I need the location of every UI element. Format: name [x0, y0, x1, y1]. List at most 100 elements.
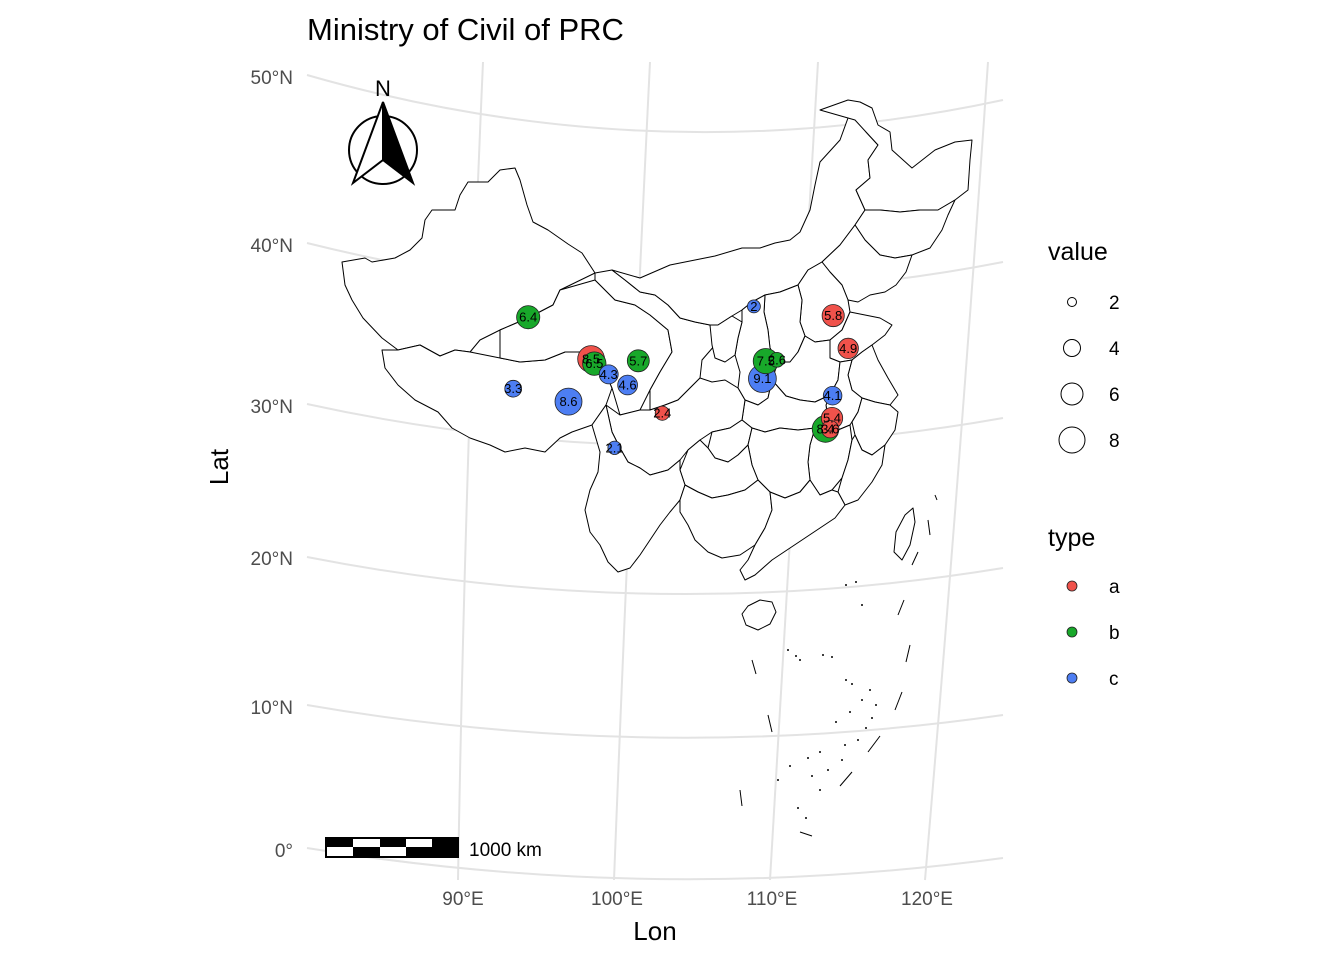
- island-dot: [865, 727, 867, 729]
- y-tick-labels: 50°N 40°N 30°N 20°N 10°N 0°: [251, 68, 293, 862]
- island-dot: [789, 765, 791, 767]
- scale-bar-label: 1000 km: [469, 840, 542, 861]
- data-point-c: [607, 440, 622, 455]
- island-dot: [861, 699, 863, 701]
- data-point-b: [516, 305, 541, 330]
- data-point-label: 2.1: [606, 440, 624, 455]
- x-tick-label: 110°E: [747, 889, 798, 910]
- island-dot: [787, 649, 789, 651]
- y-tick-label: 30°N: [251, 397, 293, 418]
- data-point-b: [626, 349, 650, 373]
- data-point-label: 9.1: [753, 371, 771, 386]
- y-tick-label: 20°N: [251, 549, 293, 570]
- data-point-label: 8.5: [582, 352, 600, 367]
- data-point-label: 6.4: [519, 310, 537, 325]
- data-point-label: 8.6: [559, 394, 577, 409]
- data-point-a: [837, 337, 859, 359]
- province-taiwan: [893, 507, 916, 561]
- island-dot: [807, 757, 809, 759]
- island-dot: [871, 717, 873, 719]
- island-dot: [844, 744, 846, 746]
- data-point-label: 4.3: [600, 367, 618, 382]
- legend-value-title: value: [1048, 238, 1108, 266]
- y-tick-label: 40°N: [251, 236, 293, 257]
- scale-bar: 1000 km: [325, 837, 542, 861]
- x-tick-labels: 90°E 100°E 110°E 120°E: [442, 889, 953, 910]
- data-point-label: 2.4: [653, 406, 671, 421]
- island-dot: [777, 779, 779, 781]
- legend-type-label: b: [1109, 623, 1120, 644]
- data-point-c: [617, 374, 638, 396]
- legend-type-label: a: [1109, 577, 1120, 598]
- china-provinces: [341, 99, 973, 631]
- island-dot: [851, 683, 853, 685]
- data-point-label: 2.6: [768, 352, 786, 367]
- island-dot: [849, 711, 851, 713]
- data-point-c: [822, 386, 843, 406]
- data-point-label: 6.5: [585, 356, 603, 371]
- island-dot: [841, 759, 843, 761]
- y-tick-label: 0°: [275, 841, 293, 862]
- legend-value-label: 2: [1109, 293, 1120, 314]
- legend-size-key: [1058, 426, 1086, 454]
- data-point-c: [747, 299, 761, 314]
- x-tick-label: 100°E: [591, 889, 643, 910]
- province-ningxia: [709, 315, 743, 363]
- island-dot: [797, 807, 799, 809]
- data-point-a: [821, 420, 840, 439]
- island-dot: [795, 655, 797, 657]
- data-point-a: [821, 304, 845, 328]
- data-point-c: [504, 379, 523, 398]
- legend-value-label: 4: [1109, 339, 1120, 360]
- data-point-label: 4.9: [839, 341, 857, 356]
- island-dot: [827, 769, 829, 771]
- island-dot: [855, 581, 857, 583]
- legend-size-key: [1060, 382, 1084, 406]
- province-guangdong: [739, 479, 846, 581]
- data-point-label: 3.3: [504, 381, 522, 396]
- y-tick-label: 10°N: [251, 698, 293, 719]
- legend-type-key-b: [1066, 626, 1078, 638]
- chart-title: Ministry of Civil of PRC: [307, 12, 624, 47]
- y-axis-title: Lat: [204, 448, 234, 485]
- data-point-c: [598, 364, 619, 385]
- data-point-label: 2: [750, 299, 757, 314]
- legend-size-key: [1063, 339, 1081, 357]
- island-dot: [831, 656, 833, 658]
- data-point-c: [554, 387, 583, 416]
- legend-value-label: 6: [1109, 385, 1120, 406]
- x-tick-label: 90°E: [442, 889, 483, 910]
- data-point-b: [769, 351, 785, 368]
- data-point-label: 5.8: [824, 308, 842, 323]
- x-tick-label: 120°E: [901, 889, 953, 910]
- island-dot: [861, 604, 863, 606]
- island-dot: [845, 679, 847, 681]
- legend-size-key: [1067, 297, 1077, 307]
- data-point-label: 3.6: [821, 422, 839, 437]
- legend-type-label: c: [1109, 669, 1119, 690]
- island-dot: [857, 739, 859, 741]
- province-heilongjiang: [819, 99, 973, 213]
- north-arrow-label: N: [375, 76, 391, 101]
- data-point-label: 5.4: [823, 411, 841, 426]
- data-point-label: 7.5: [757, 354, 775, 369]
- data-point-label: 5.7: [629, 353, 647, 368]
- legend-type: type a b c: [1048, 524, 1120, 690]
- island-dot: [799, 659, 801, 661]
- data-points: 9.1 8.6 8.5 8.4 7.5 6.5 6.4 5.8 5.7 5.4 4.9 4.64.3 4…: [504, 299, 859, 455]
- island-dot: [845, 584, 847, 586]
- legend-type-title: type: [1048, 524, 1095, 552]
- data-point-label: 8.4: [816, 422, 834, 437]
- island-dot: [819, 789, 821, 791]
- south-china-sea-islands: [739, 494, 938, 837]
- data-point-label: 4.6: [619, 378, 637, 393]
- data-point-a: [654, 405, 670, 421]
- legend-type-key-c: [1066, 672, 1078, 684]
- legend-value-label: 8: [1109, 431, 1120, 452]
- legend-type-key-a: [1066, 580, 1078, 592]
- x-axis-title: Lon: [633, 916, 676, 946]
- island-dot: [819, 751, 821, 753]
- province-hainan: [741, 599, 777, 631]
- province-zhejiang: [851, 397, 899, 456]
